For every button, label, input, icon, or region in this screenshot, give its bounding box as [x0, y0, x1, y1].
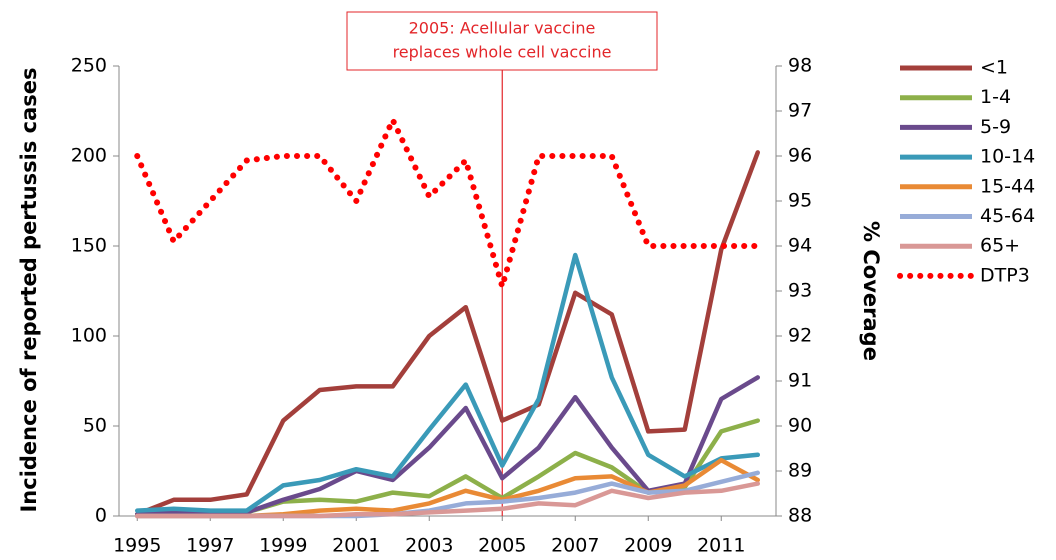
y2-tick-label: 91: [788, 370, 812, 392]
x-tick-label: 2009: [624, 535, 672, 557]
legend-label: 65+: [980, 235, 1020, 257]
y-tick-label: 200: [71, 145, 107, 167]
y-tick-label: 250: [71, 55, 107, 77]
y2-tick-label: 89: [788, 460, 812, 482]
x-tick-label: 2001: [332, 535, 380, 557]
y-axis-label: Incidence of reported pertussis cases: [17, 67, 41, 512]
legend-label: 5-9: [980, 116, 1011, 138]
y2-axis-label: % Coverage: [859, 221, 883, 361]
y2-tick-label: 96: [788, 145, 812, 167]
series-line: [135, 252, 760, 513]
y2-tick-label: 88: [788, 505, 812, 527]
annotation-text: 2005: Acellular vaccine: [409, 19, 596, 38]
y-tick-label: 150: [71, 235, 107, 257]
annotation-text: replaces whole cell vaccine: [393, 43, 612, 62]
legend-label: <1: [980, 57, 1008, 79]
y2-tick-label: 95: [788, 190, 812, 212]
legend-label: 15-44: [980, 175, 1035, 197]
y2-tick-label: 94: [788, 235, 812, 257]
legend-label: 1-4: [980, 86, 1011, 108]
y2-tick-label: 93: [788, 280, 812, 302]
x-tick-label: 1995: [113, 535, 161, 557]
x-tick-label: 2003: [405, 535, 453, 557]
y-tick-label: 100: [71, 325, 107, 347]
series-line: [135, 150, 760, 517]
y-tick-label: 50: [83, 415, 107, 437]
legend-label: 45-64: [980, 205, 1035, 227]
series-line: [135, 418, 760, 517]
legend-label: DTP3: [980, 264, 1030, 286]
x-tick-label: 1999: [259, 535, 307, 557]
x-tick-label: 1997: [186, 535, 234, 557]
y2-tick-label: 92: [788, 325, 812, 347]
x-tick-label: 2007: [551, 535, 599, 557]
y2-tick-label: 90: [788, 415, 812, 437]
y2-tick-label: 97: [788, 100, 812, 122]
series-line: [135, 481, 760, 519]
x-tick-label: 2011: [697, 535, 745, 557]
annotation-box: [346, 11, 658, 71]
dotted-line: [134, 117, 761, 290]
x-tick-label: 2005: [478, 535, 526, 557]
legend-label: 10-14: [980, 146, 1035, 168]
y2-tick-label: 98: [788, 55, 812, 77]
y-tick-label: 0: [95, 505, 107, 527]
